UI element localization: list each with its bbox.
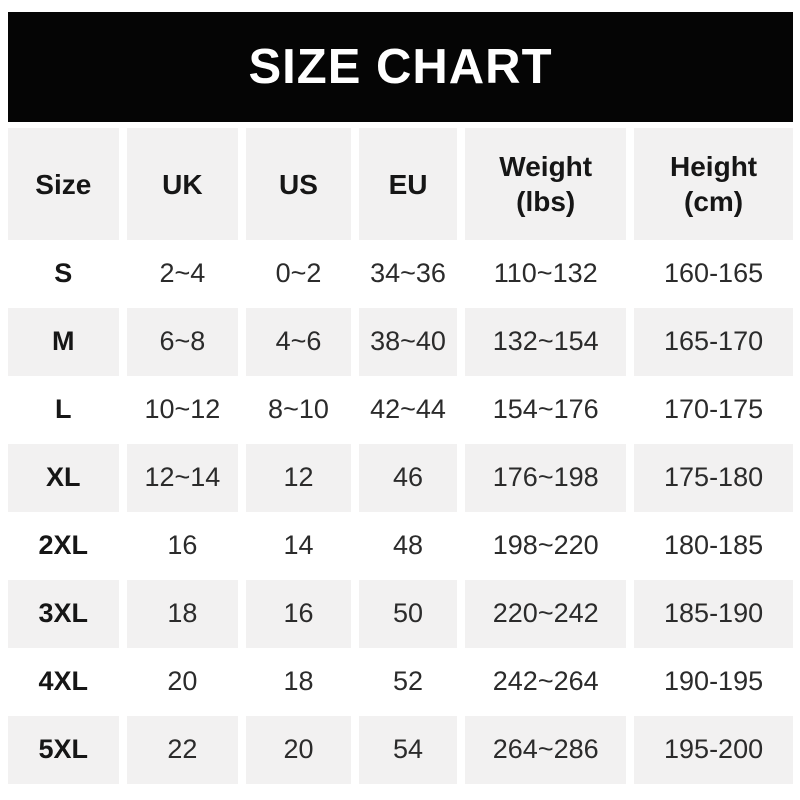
weight-value: 264~286 [465,716,627,784]
size-label: 3XL [8,580,119,648]
column-header-label: Size [35,168,92,200]
uk-value: 2~4 [126,240,239,308]
size-label: M [8,308,119,376]
size-label: 2XL [8,512,119,580]
size-table: Size UK US EU Weight (lbs) Height (cm) S… [8,128,793,784]
column-header-label-line2: (lbs) [516,186,576,217]
column-header-size: Size [8,128,119,240]
column-header-label-line2: (cm) [684,186,744,217]
column-header-weight: Weight (lbs) [465,128,627,240]
weight-value: 198~220 [465,512,627,580]
eu-value: 46 [358,444,458,512]
height-value: 190-195 [634,648,793,716]
height-value: 185-190 [634,580,793,648]
weight-value: 176~198 [465,444,627,512]
column-header-label-line1: Height [670,151,758,182]
column-header-label: UK [162,168,203,200]
column-header-eu: EU [358,128,458,240]
size-label: XL [8,444,119,512]
column-header-height: Height (cm) [634,128,793,240]
eu-value: 54 [358,716,458,784]
us-value: 20 [246,716,351,784]
weight-value: 154~176 [465,376,627,444]
uk-value: 22 [126,716,239,784]
column-header-label: EU [388,168,428,200]
height-value: 160-165 [634,240,793,308]
weight-value: 220~242 [465,580,627,648]
us-value: 4~6 [246,308,351,376]
eu-value: 48 [358,512,458,580]
size-label: S [8,240,119,308]
title-banner: SIZE CHART [8,12,793,122]
column-header-uk: UK [126,128,239,240]
column-header-us: US [246,128,351,240]
page-title: SIZE CHART [248,39,553,94]
height-value: 195-200 [634,716,793,784]
uk-value: 6~8 [126,308,239,376]
uk-value: 10~12 [126,376,239,444]
weight-value: 242~264 [465,648,627,716]
weight-value: 110~132 [465,240,627,308]
us-value: 16 [246,580,351,648]
height-value: 170-175 [634,376,793,444]
eu-value: 34~36 [358,240,458,308]
eu-value: 38~40 [358,308,458,376]
uk-value: 12~14 [126,444,239,512]
us-value: 8~10 [246,376,351,444]
column-header-label: US [279,168,318,200]
column-header-label-line1: Weight [499,151,593,182]
size-label: 4XL [8,648,119,716]
us-value: 14 [246,512,351,580]
us-value: 12 [246,444,351,512]
eu-value: 52 [358,648,458,716]
us-value: 0~2 [246,240,351,308]
size-label: 5XL [8,716,119,784]
us-value: 18 [246,648,351,716]
uk-value: 18 [126,580,239,648]
height-value: 180-185 [634,512,793,580]
eu-value: 50 [358,580,458,648]
height-value: 165-170 [634,308,793,376]
uk-value: 16 [126,512,239,580]
eu-value: 42~44 [358,376,458,444]
height-value: 175-180 [634,444,793,512]
weight-value: 132~154 [465,308,627,376]
uk-value: 20 [126,648,239,716]
size-label: L [8,376,119,444]
